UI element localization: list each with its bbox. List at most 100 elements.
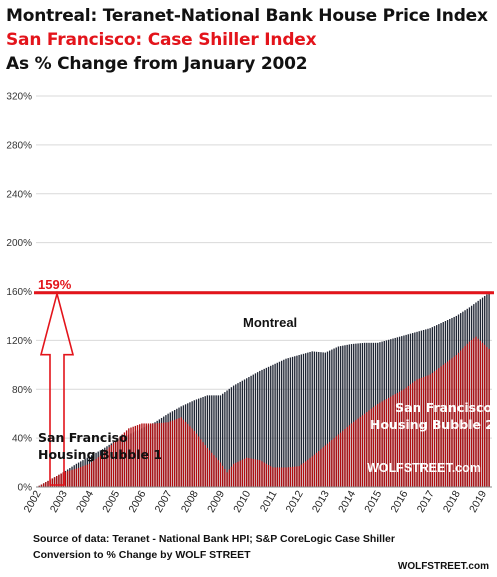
- bar-san-francisco: [78, 468, 79, 487]
- x-axis-ticks: 2002 2003 2004 2005 2006 2007 2008 2009 2010 2011…: [22, 487, 492, 515]
- bar-san-francisco: [257, 460, 258, 487]
- bar-san-francisco: [167, 422, 168, 487]
- bar-san-francisco: [196, 434, 197, 487]
- bar-san-francisco: [207, 448, 208, 487]
- y-tick-label: 40%: [12, 434, 32, 445]
- bar-san-francisco: [76, 469, 77, 487]
- x-tick-label: 2010: [231, 488, 253, 514]
- bar-san-francisco: [338, 434, 339, 487]
- source-line-1: Source of data: Teranet - National Bank …: [33, 531, 395, 547]
- bar-san-francisco: [233, 464, 234, 487]
- y-tick-label: 280%: [6, 140, 32, 151]
- bar-san-francisco: [327, 444, 328, 487]
- x-tick-label: 2012: [284, 488, 306, 514]
- bar-san-francisco: [242, 460, 243, 487]
- y-axis-ticks: 0%40%80%120%160%200%240%280%320%: [6, 92, 32, 494]
- bar-san-francisco: [318, 451, 319, 487]
- bar-san-francisco: [117, 439, 118, 487]
- bar-san-francisco: [93, 461, 94, 487]
- bar-san-francisco: [237, 462, 238, 487]
- annotation-bubble2-line1: San Francisco: [395, 400, 492, 415]
- x-tick-label: 2007: [153, 488, 175, 514]
- bar-san-francisco: [209, 450, 210, 487]
- bar-san-francisco: [255, 459, 256, 487]
- bar-san-francisco: [312, 456, 313, 487]
- bar-san-francisco: [314, 455, 315, 487]
- bar-san-francisco: [69, 471, 70, 487]
- bar-san-francisco: [331, 440, 332, 487]
- bar-san-francisco: [333, 438, 334, 487]
- bar-san-francisco: [274, 467, 275, 487]
- bar-san-francisco: [174, 420, 175, 487]
- bar-san-francisco: [74, 469, 75, 487]
- bar-san-francisco: [248, 458, 249, 487]
- annotation-bubble1-line1: San Franciso: [38, 430, 128, 445]
- bar-san-francisco: [349, 425, 350, 487]
- footer-brand: WOLFSTREET.com: [398, 561, 489, 572]
- bar-san-francisco: [298, 466, 299, 487]
- bar-san-francisco: [301, 465, 302, 487]
- bar-san-francisco: [47, 481, 48, 487]
- bar-san-francisco: [296, 466, 297, 487]
- bar-san-francisco: [87, 465, 88, 487]
- bar-san-francisco: [281, 467, 282, 487]
- annotation-159: 159%: [38, 277, 72, 292]
- bar-san-francisco: [246, 458, 247, 487]
- bar-san-francisco: [272, 467, 273, 487]
- bar-san-francisco: [342, 431, 343, 487]
- bar-san-francisco: [43, 483, 44, 487]
- bar-san-francisco: [305, 461, 306, 487]
- x-tick-label: 2014: [336, 488, 358, 514]
- bar-san-francisco: [353, 422, 354, 487]
- bar-san-francisco: [270, 466, 271, 487]
- bar-san-francisco: [336, 436, 337, 487]
- x-tick-label: 2006: [126, 488, 148, 514]
- bar-san-francisco: [163, 423, 164, 487]
- annotation-montreal: Montreal: [243, 315, 297, 330]
- bar-san-francisco: [213, 455, 214, 487]
- bar-san-francisco: [259, 460, 260, 487]
- x-tick-label: 2013: [310, 488, 332, 514]
- bar-san-francisco: [183, 420, 184, 487]
- bar-san-francisco: [202, 442, 203, 487]
- bar-san-francisco: [222, 466, 223, 487]
- y-tick-label: 320%: [6, 92, 32, 103]
- bar-san-francisco: [355, 420, 356, 487]
- bar-san-francisco: [322, 447, 323, 487]
- bar-san-francisco: [346, 427, 347, 487]
- x-tick-label: 2009: [205, 488, 227, 514]
- bar-san-francisco: [231, 467, 232, 487]
- bar-san-francisco: [185, 422, 186, 487]
- bar-san-francisco: [170, 421, 171, 487]
- bar-san-francisco: [91, 462, 92, 487]
- bar-san-francisco: [89, 464, 90, 487]
- bar-san-francisco: [268, 465, 269, 487]
- bar-san-francisco: [484, 345, 485, 487]
- bar-san-francisco: [283, 467, 284, 487]
- bar-san-francisco: [316, 453, 317, 487]
- bar-san-francisco: [325, 445, 326, 487]
- bar-san-francisco: [344, 429, 345, 487]
- bar-san-francisco: [229, 469, 230, 487]
- x-tick-label: 2019: [467, 488, 489, 514]
- x-tick-label: 2003: [48, 488, 70, 514]
- source-line-2: Conversion to % Change by WOLF STREET: [33, 547, 395, 563]
- bar-san-francisco: [67, 471, 68, 487]
- y-tick-label: 160%: [6, 287, 32, 298]
- bar-san-francisco: [279, 467, 280, 487]
- bar-san-francisco: [191, 429, 192, 487]
- y-tick-label: 80%: [12, 385, 32, 396]
- x-tick-label: 2008: [179, 488, 201, 514]
- x-tick-label: 2004: [74, 488, 96, 514]
- bar-san-francisco: [176, 419, 177, 487]
- bar-san-francisco: [320, 449, 321, 487]
- bar-san-francisco: [239, 461, 240, 487]
- bar-san-francisco: [292, 467, 293, 487]
- y-tick-label: 240%: [6, 189, 32, 200]
- bar-san-francisco: [309, 458, 310, 487]
- bar-san-francisco: [364, 414, 365, 487]
- x-tick-label: 2015: [362, 488, 384, 514]
- bar-san-francisco: [194, 431, 195, 487]
- bar-san-francisco: [218, 460, 219, 487]
